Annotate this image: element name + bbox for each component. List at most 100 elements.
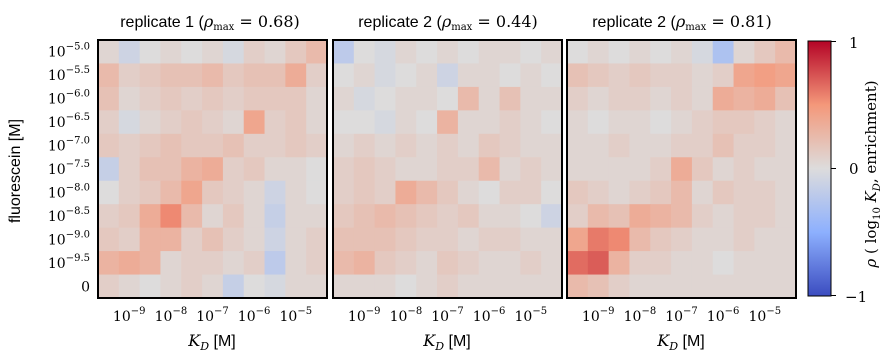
heatmap-cell [629,251,651,276]
heatmap-cell [374,157,397,182]
heatmap-cell [712,180,735,205]
heatmap-cell [520,204,542,229]
heatmap-cell [671,110,693,135]
heatmap-cell [353,63,376,88]
heatmap-cell [608,204,631,229]
heatmap-cell [478,63,501,88]
heatmap-cell [395,40,417,65]
heatmap-cell [306,63,328,88]
heatmap-cell [608,180,631,205]
heatmap-cell [181,86,203,111]
heatmap-cell [243,180,266,205]
heatmap-cell [712,133,735,158]
heatmap-cell [733,180,755,205]
heatmap-cell [98,86,120,111]
y-axis-label: fluorescein [M] [7,119,24,223]
heatmap-cell [457,40,480,65]
heatmap-cell [650,227,672,252]
y-tick-label: 0 [81,279,90,295]
heatmap-cell [139,274,162,299]
heatmap-cell [222,86,245,111]
heatmap-cell [353,133,376,158]
heatmap-cell [712,204,735,229]
heatmap-cell [541,251,563,276]
x-tick-label: 10−6 [473,306,506,325]
heatmap-cell [333,63,355,88]
panel-1-x-axis-label: KD [M] [187,331,235,353]
heatmap-cell [181,157,203,182]
heatmap-cell [374,40,397,65]
heatmap-cell [608,63,631,88]
heatmap-cell [671,204,693,229]
heatmap-cell [264,251,286,276]
heatmap-cell [139,133,162,158]
heatmap-cell [478,86,501,111]
y-tick-label: 10−5.5 [48,65,90,84]
heatmap-cell [775,157,797,182]
heatmap-cell [775,110,797,135]
heatmap-cell [222,251,245,276]
heatmap-cell [139,251,162,276]
heatmap-cell [264,63,286,88]
y-tick-label: 10−8.5 [48,206,90,225]
x-tick-label: 10−7 [665,306,698,325]
heatmap-cell [457,63,480,88]
heatmap-cell [222,180,245,205]
heatmap-cell [733,40,755,65]
heatmap-cell [650,180,672,205]
heatmap-cell [691,157,714,182]
heatmap-cell [264,157,286,182]
heatmap-cell [333,86,355,111]
heatmap-cell [160,133,182,158]
heatmap-cell [264,180,286,205]
x-tick-label: 10−9 [348,306,381,325]
heatmap-cell [222,133,245,158]
heatmap-cell [587,251,610,276]
heatmap-cell [118,133,141,158]
heatmap-cell [202,251,224,276]
heatmap-cell [754,86,776,111]
heatmap-cell [587,110,610,135]
y-tick-label: 10−5.0 [48,42,90,61]
heatmap-cell [202,133,224,158]
heatmap-cell [733,110,755,135]
heatmap-cell [520,227,542,252]
heatmap-cell [608,133,631,158]
heatmap-cell [587,40,610,65]
heatmap-cell [181,63,203,88]
heatmap-cell [374,133,397,158]
heatmap-cell [520,86,542,111]
heatmap-cell [306,204,328,229]
heatmap-cell [264,110,286,135]
heatmap-cell [285,180,307,205]
heatmap-cell [541,110,563,135]
heatmap-cell [333,133,355,158]
heatmap-cell [374,180,397,205]
y-tick-label: 10−6.0 [48,89,90,108]
heatmap-cell [139,204,162,229]
x-tick-label: 10−9 [113,306,146,325]
heatmap-cell [541,204,563,229]
y-tick-label: 10−9.0 [48,229,90,248]
heatmap-cell [733,63,755,88]
heatmap-cell [243,110,266,135]
heatmap-cell [712,157,735,182]
heatmap-cell [243,40,266,65]
heatmap-cell [160,204,182,229]
heatmap-cell [437,133,459,158]
heatmap-cell [395,274,417,299]
heatmap-cell [306,110,328,135]
heatmap-cell [395,204,417,229]
panel-2-frame [332,39,563,299]
heatmap-cell [754,157,776,182]
heatmap-cell [754,40,776,65]
heatmap-cell [98,204,120,229]
panel-2-title: replicate 2 (ρmax = 0.44) [358,12,538,33]
heatmap-cell [499,40,521,65]
heatmap-cell [754,274,776,299]
heatmap-cell [629,180,651,205]
y-tick-label: 10−7.5 [48,159,90,178]
heatmap-cell [202,110,224,135]
heatmap-cell [416,204,438,229]
